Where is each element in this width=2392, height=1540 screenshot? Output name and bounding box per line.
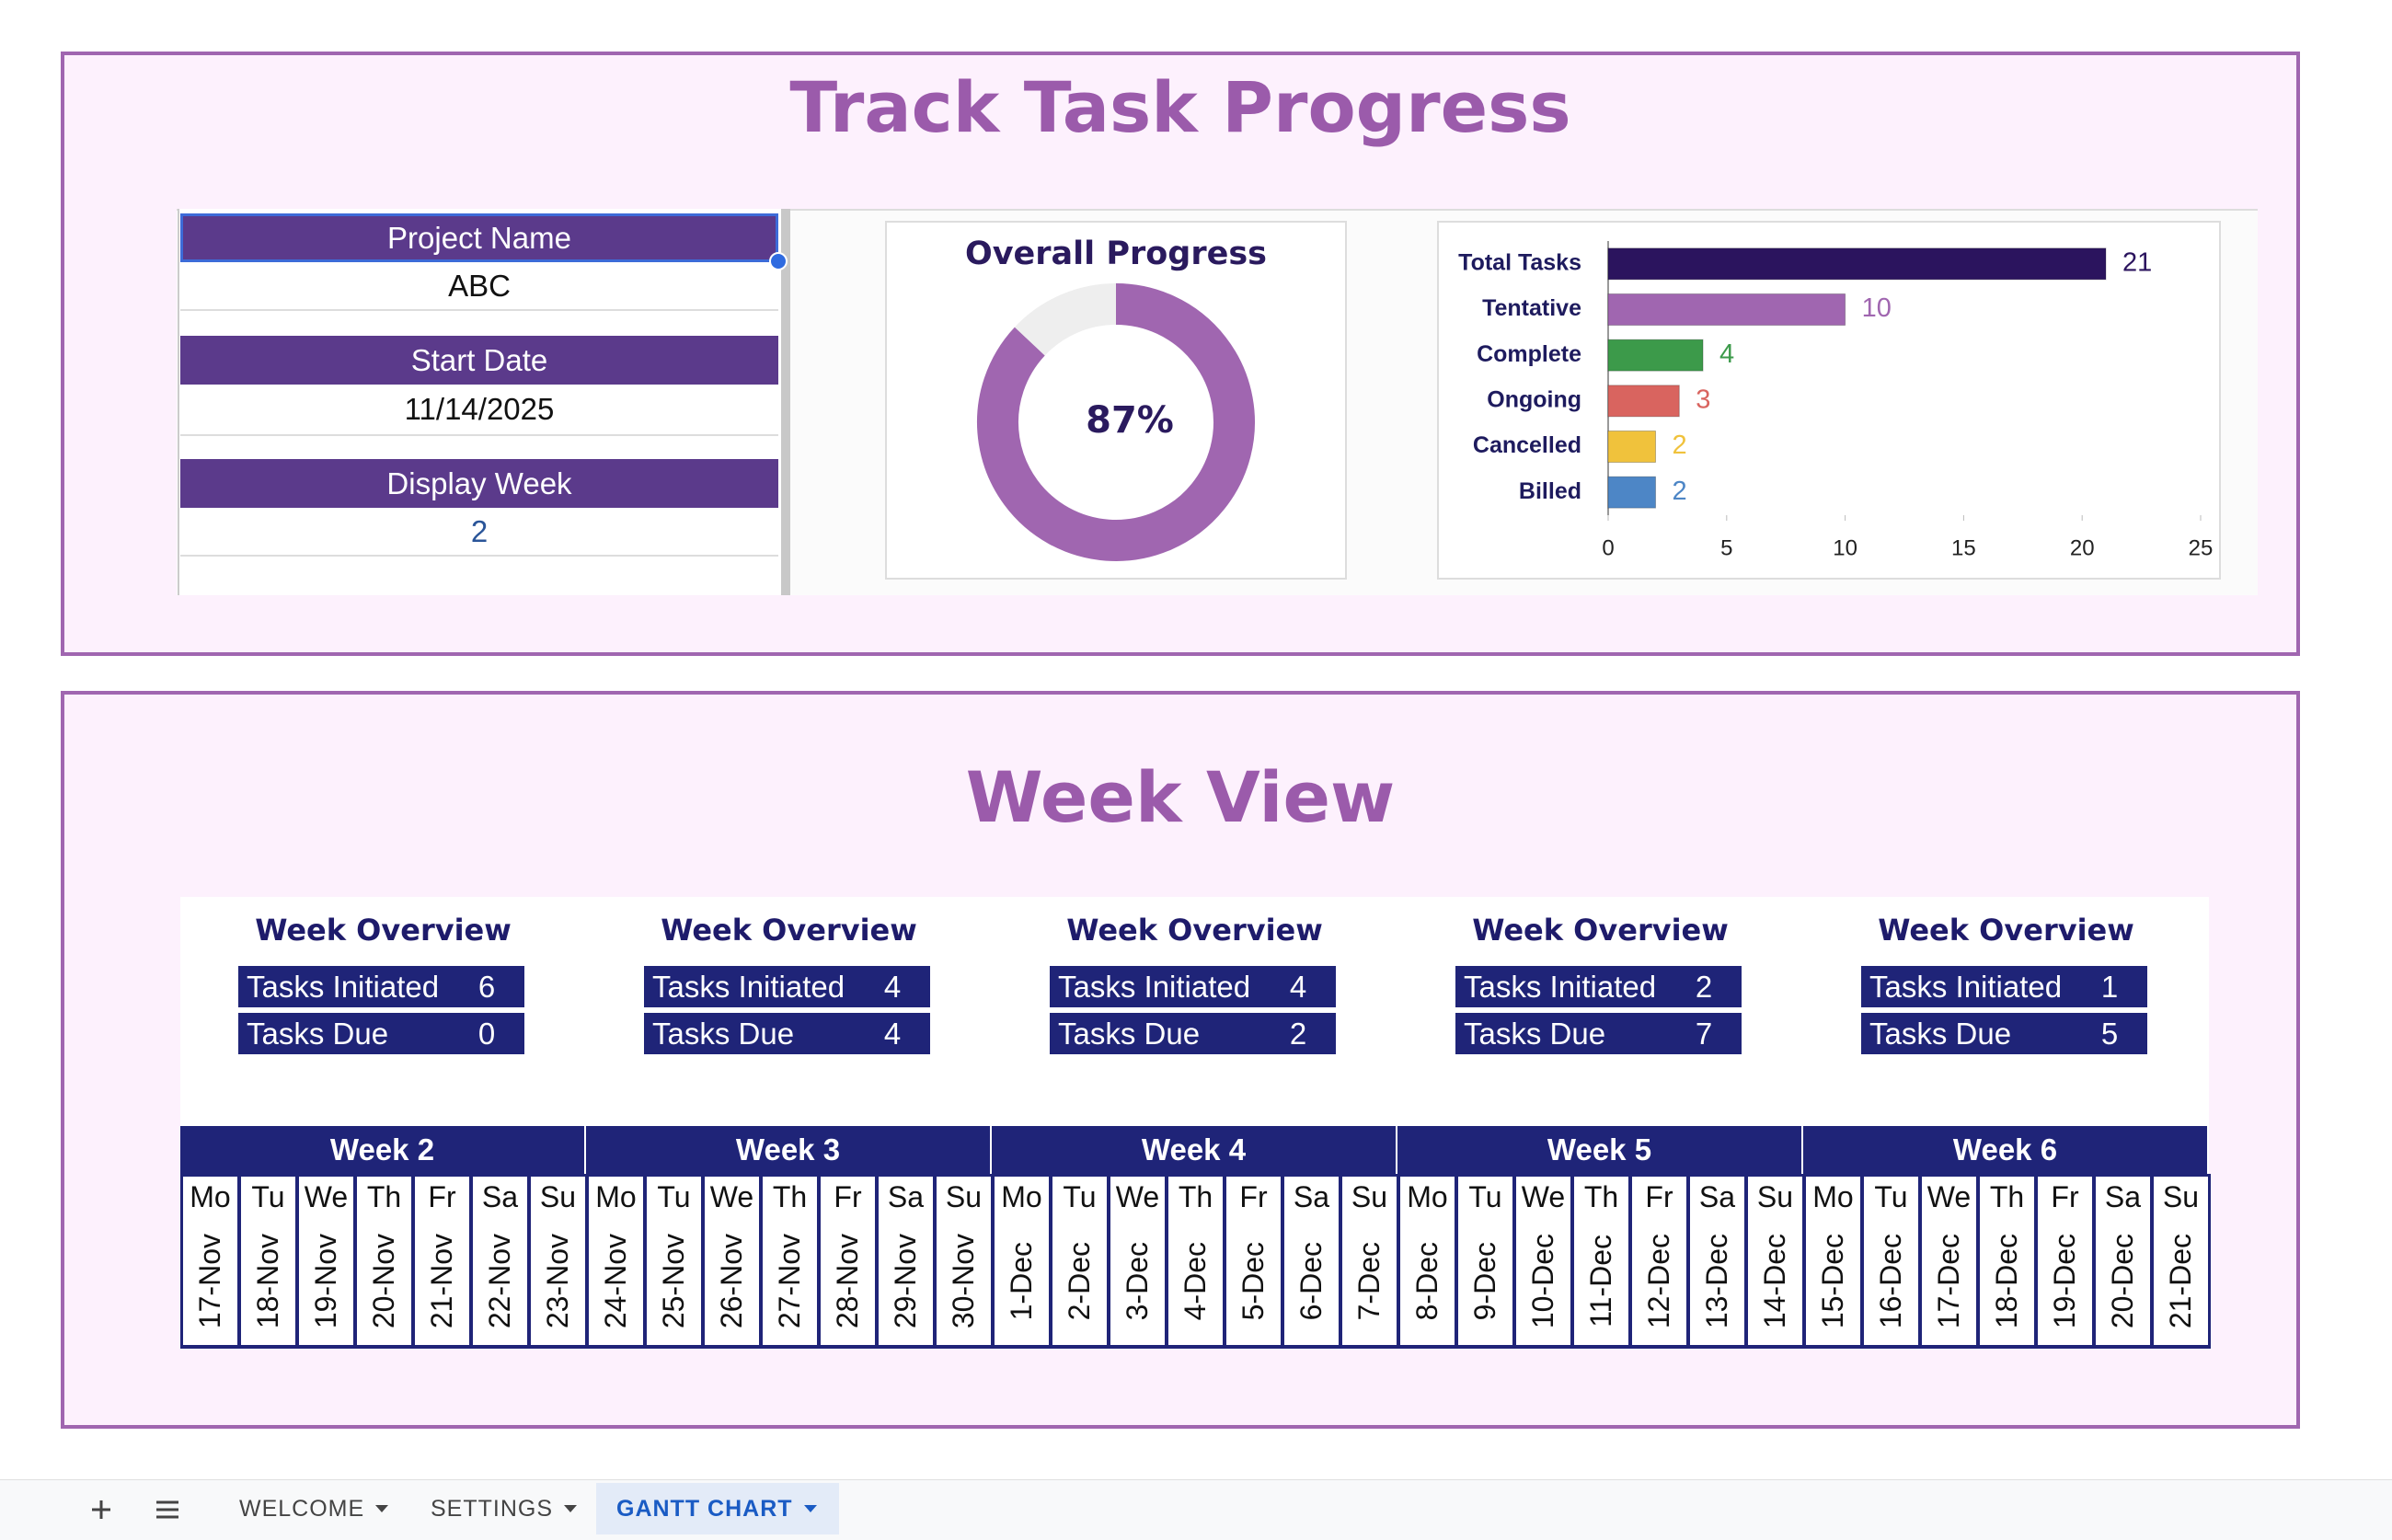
x-tick-label: 20: [2070, 535, 2095, 560]
bar-card: [1437, 221, 2221, 580]
sheet-tab[interactable]: SETTINGS: [431, 1483, 578, 1534]
donut-slice: [1014, 283, 1117, 356]
category-label: Total Tasks: [1458, 249, 1581, 275]
donut-slice: [977, 283, 1255, 561]
x-tick-label: 15: [1951, 535, 1976, 560]
tab-arrow: [375, 1505, 389, 1512]
field-label: Project Name: [180, 213, 778, 262]
x-tick-label: 0: [1602, 535, 1614, 560]
tab-arrow: [564, 1505, 578, 1512]
bar: [1607, 247, 2107, 281]
category-label: Cancelled: [1473, 432, 1581, 458]
add-sheet-icon[interactable]: [92, 1500, 110, 1519]
field-value: ABC: [180, 262, 778, 311]
week-title: Week View: [965, 756, 1396, 838]
charts: Overall Progress 87% 0 5 10 15 20 25 Total Tas…: [965, 236, 2214, 561]
field-label: Display Week: [180, 459, 778, 508]
field-label: Start Date: [180, 336, 778, 385]
bar: [1607, 385, 1680, 418]
tab-label: GANTT CHART: [616, 1495, 793, 1522]
sheet-tab[interactable]: WELCOME: [239, 1483, 389, 1534]
value-label: 21: [2122, 247, 2152, 277]
tab-label: SETTINGS: [431, 1495, 554, 1522]
all-sheets-icon[interactable]: [156, 1500, 178, 1519]
x-tick-label: 25: [2189, 535, 2214, 560]
sheet-tab-active[interactable]: GANTT CHART: [596, 1483, 839, 1534]
tab-bar: [0, 1479, 2392, 1540]
x-tick-label: 5: [1720, 535, 1732, 560]
page-title: Track Task Progress: [789, 66, 1571, 148]
x-tick-label: 10: [1833, 535, 1857, 560]
tab-arrow: [803, 1505, 817, 1512]
value-label: 2: [1673, 431, 1687, 460]
bar: [1607, 293, 1846, 326]
bar: [1607, 476, 1657, 509]
bar: [1607, 339, 1704, 372]
tab-icons: [92, 1500, 178, 1519]
donut-center-label: 87%: [1086, 399, 1174, 442]
category-label: Complete: [1477, 341, 1581, 367]
donut-title: Overall Progress: [965, 236, 1267, 272]
tab-label: WELCOME: [239, 1495, 365, 1522]
field-value: 2: [180, 508, 778, 557]
category-label: Billed: [1519, 478, 1581, 504]
column-divider: [781, 209, 790, 595]
category-label: Tentative: [1482, 295, 1581, 321]
value-label: 2: [1673, 477, 1687, 506]
value-label: 10: [1862, 293, 1892, 323]
bar: [1607, 431, 1657, 463]
overview-area: [180, 897, 2209, 1129]
selection-handle[interactable]: [769, 252, 788, 270]
donut-card: [885, 221, 1347, 580]
category-label: Ongoing: [1487, 386, 1581, 412]
value-label: 4: [1719, 339, 1734, 369]
field-value: 11/14/2025: [180, 385, 778, 436]
value-label: 3: [1696, 385, 1710, 414]
